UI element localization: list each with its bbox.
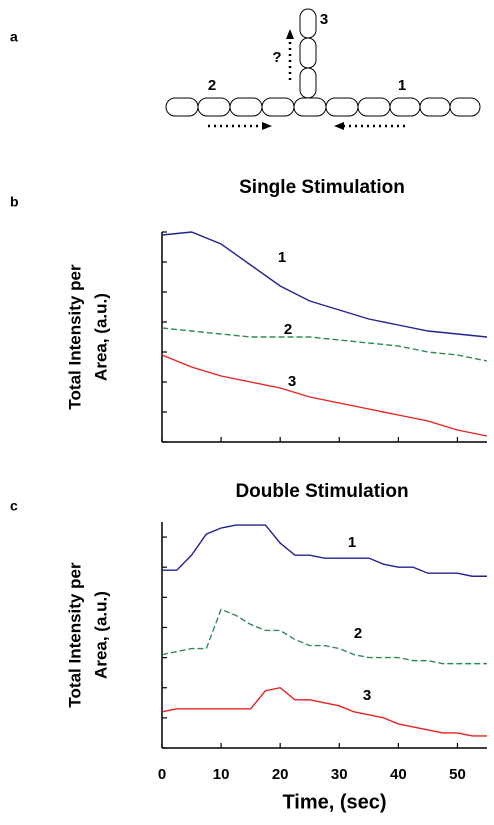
chart-title: Double Stimulation — [235, 481, 408, 502]
x-tick-label: 30 — [331, 766, 348, 783]
diagram-label: 1 — [398, 77, 406, 94]
cell — [299, 8, 317, 39]
cell — [299, 67, 317, 99]
series-label: 2 — [284, 321, 292, 338]
cell — [419, 97, 451, 117]
panel-label: a — [10, 29, 18, 45]
data-line — [162, 524, 487, 577]
diagram-label: 2 — [208, 77, 216, 94]
chart-title: Single Stimulation — [239, 177, 405, 198]
series-label: 1 — [278, 249, 286, 266]
cell — [357, 97, 391, 117]
arrow-head — [286, 29, 294, 39]
series-label: 2 — [354, 625, 362, 642]
x-tick-label: 10 — [213, 766, 230, 783]
cell — [261, 97, 295, 117]
data-line — [161, 231, 488, 338]
diagram-label: 3 — [320, 11, 328, 28]
data-line — [161, 608, 487, 665]
panel-label: b — [10, 194, 19, 210]
cell — [165, 97, 199, 117]
series-label: 1 — [348, 534, 356, 551]
x-tick-label: 50 — [449, 766, 466, 783]
cell — [325, 97, 359, 117]
filament-branch — [299, 8, 317, 99]
y-axis-label: Total Intensity per — [65, 562, 84, 708]
data-line — [161, 327, 488, 362]
cell — [229, 97, 263, 117]
y-axis-label: Area, (a.u.) — [91, 293, 110, 381]
filament-row — [165, 97, 481, 117]
cell — [299, 37, 317, 69]
data-line — [161, 354, 488, 437]
panel-label: c — [10, 498, 18, 514]
x-tick-label: 0 — [158, 766, 166, 783]
arrow-head — [262, 122, 272, 130]
diagram-label: ? — [272, 49, 281, 66]
series-label: 3 — [288, 373, 296, 390]
cell — [449, 97, 481, 117]
arrow-head — [334, 122, 344, 130]
series-label: 3 — [363, 687, 371, 704]
x-tick-label: 20 — [272, 766, 289, 783]
diagram: a 1 2 3 ? — [10, 8, 481, 130]
cell — [197, 97, 231, 117]
x-axis-label: Time, (sec) — [282, 791, 386, 813]
cell — [389, 97, 421, 117]
cell — [293, 97, 327, 117]
y-axis-label: Total Intensity per — [65, 264, 84, 410]
y-axis-label: Area, (a.u.) — [91, 591, 110, 679]
x-tick-label: 40 — [390, 766, 407, 783]
data-line — [161, 686, 487, 737]
